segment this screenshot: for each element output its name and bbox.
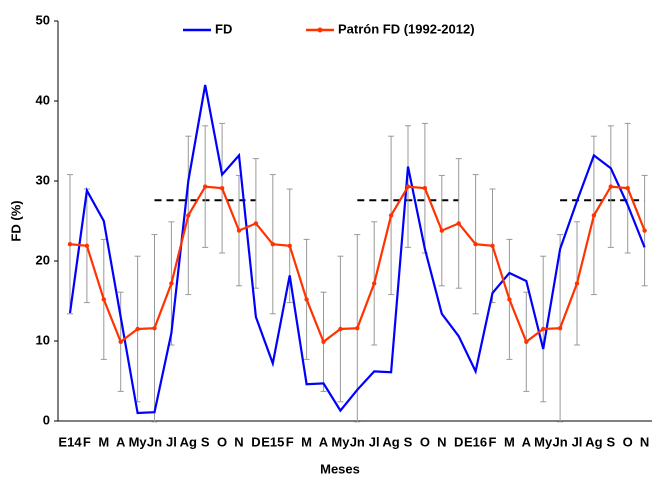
x-tick-label: Jl [572,434,583,449]
x-tick-label: A [319,434,329,449]
y-tick-label: 30 [36,172,50,187]
point [355,326,360,331]
x-tick-label: Ag [382,434,399,449]
point [152,326,157,331]
point [84,243,90,248]
x-axis-title: Meses [320,461,360,476]
point [574,281,580,286]
legend-label: Patrón FD (1992-2012) [338,21,475,36]
point [456,221,461,226]
y-tick-label: 20 [36,252,50,267]
x-tick-label: E14 [58,434,82,449]
point [490,243,495,248]
x-tick-label: Jl [166,434,177,449]
point [67,242,73,247]
x-tick-label: A [116,434,126,449]
x-tick-label: Jn [147,434,162,449]
point [270,242,275,247]
point [169,281,174,286]
point [372,281,377,286]
point [253,221,259,226]
x-tick-label: F [489,434,497,449]
x-tick-label: Ag [585,434,602,449]
point [388,213,394,218]
x-tick-label: My [534,434,553,449]
x-tick-label: S [606,434,615,449]
point [186,213,191,218]
x-tick-label: O [217,434,227,449]
x-tick-label: O [623,434,633,449]
x-tick-label: F [286,434,294,449]
x-tick-label: S [201,434,210,449]
x-tick-label: Jl [369,434,380,449]
x-tick-label: E15 [261,434,284,449]
point [473,242,478,247]
point [541,326,546,332]
point [304,297,309,302]
point [236,228,242,233]
y-tick-label: 50 [36,12,50,27]
point [591,213,597,218]
point [507,297,512,302]
y-tick-label: 40 [36,92,50,107]
point [439,228,444,233]
x-tick-label: F [83,434,91,449]
x-tick-label: M [504,434,515,449]
y-tick-label: 0 [43,412,50,427]
y-tick-label: 10 [36,332,50,347]
x-tick-label: My [331,434,350,449]
x-tick-label: Jn [350,434,365,449]
x-tick-label: S [404,434,413,449]
point [524,339,529,344]
point [135,326,140,332]
point [287,243,292,248]
x-tick-label: N [640,434,649,449]
point [422,186,428,191]
point [557,326,563,331]
point [118,339,123,344]
point [405,184,411,189]
x-tick-label: My [129,434,148,449]
x-tick-label: E16 [464,434,487,449]
x-tick-label: Jn [553,434,568,449]
legend-marker [317,27,323,33]
x-tick-label: A [522,434,532,449]
x-tick-label: M [301,434,312,449]
point [321,339,326,344]
series-line [68,84,646,415]
point [101,297,107,302]
y-axis-title: FD (%) [8,200,23,241]
legend-label: FD [215,21,232,36]
point [625,186,630,191]
x-tick-label: M [98,434,109,449]
x-tick-label: N [234,434,243,449]
point [642,228,647,233]
point [219,186,225,191]
x-tick-label: D [454,434,463,449]
point [203,184,208,189]
x-tick-label: O [420,434,430,449]
point [338,326,343,332]
x-tick-label: N [437,434,446,449]
x-tick-label: D [251,434,260,449]
point [608,184,613,189]
x-tick-label: Ag [180,434,197,449]
